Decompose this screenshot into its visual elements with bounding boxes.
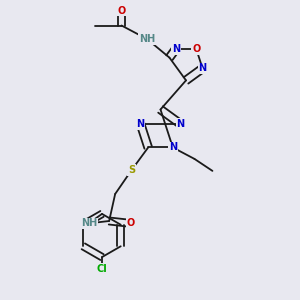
Text: N: N <box>172 44 180 54</box>
Text: O: O <box>192 44 200 54</box>
Text: O: O <box>117 5 126 16</box>
Text: Cl: Cl <box>97 263 107 274</box>
Text: N: N <box>199 63 207 74</box>
Text: S: S <box>128 165 135 175</box>
Text: N: N <box>169 142 177 152</box>
Text: NH: NH <box>139 34 155 44</box>
Text: O: O <box>127 218 135 228</box>
Text: NH: NH <box>81 218 97 228</box>
Text: N: N <box>136 119 145 129</box>
Text: N: N <box>176 119 184 129</box>
